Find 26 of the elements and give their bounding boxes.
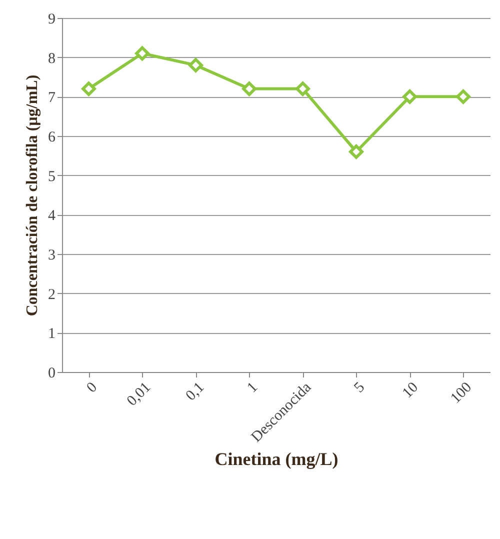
point <box>242 82 256 96</box>
point <box>82 82 96 96</box>
y-tick-label: 6 <box>48 130 56 146</box>
x-tick-label: 0 <box>84 380 101 396</box>
y-tick-label: 8 <box>48 50 56 67</box>
y-tick-label: 0 <box>48 366 56 382</box>
y-tick-label: 2 <box>48 286 56 303</box>
point <box>456 89 470 104</box>
x-tick-label: 5 <box>351 380 368 396</box>
point <box>188 58 203 72</box>
y-tick-label: 1 <box>48 326 56 342</box>
y-tick-label: 4 <box>48 208 56 224</box>
x-tick-label: 0,1 <box>182 380 208 404</box>
x-tick-label: 10 <box>400 380 422 402</box>
y-tick-label: 5 <box>48 168 56 185</box>
x-axis-title: Cinetina (mg/L) <box>214 448 338 469</box>
point <box>402 89 417 104</box>
point <box>135 46 150 61</box>
y-tick-label: 3 <box>48 248 56 264</box>
y-tick-label: 9 <box>48 12 56 28</box>
x-tick-label: 100 <box>448 380 476 407</box>
y-tick-label: 7 <box>48 90 56 106</box>
y-axis-title: Concentración de clorofila (µg/mL) <box>24 74 41 316</box>
point <box>349 144 364 159</box>
point <box>296 82 310 96</box>
x-tick-label: 0,01 <box>124 380 154 410</box>
